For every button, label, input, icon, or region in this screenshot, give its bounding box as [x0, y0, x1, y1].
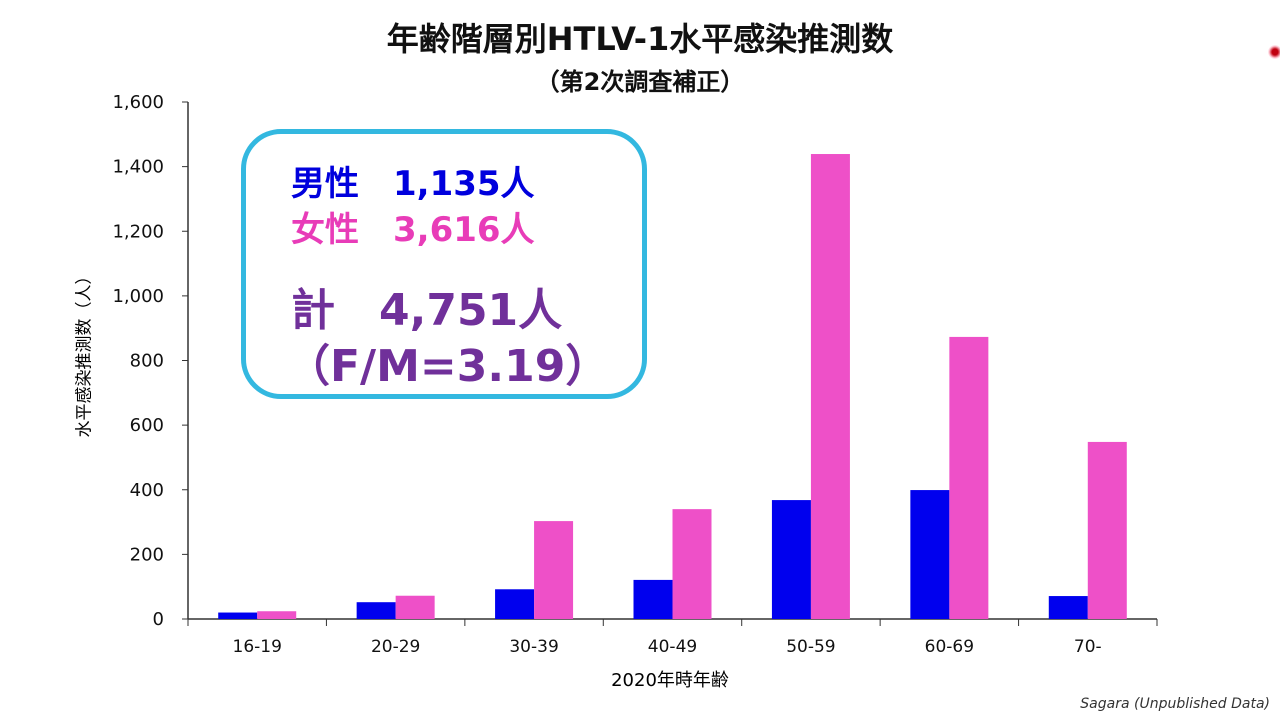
- x-tick-label: 30-39: [509, 637, 558, 657]
- x-tick-label: 70-: [1074, 637, 1102, 657]
- bar-female: [534, 521, 574, 619]
- bar-male: [633, 579, 673, 619]
- y-tick-label: 1,000: [112, 286, 164, 307]
- y-tick-label: 800: [130, 351, 164, 372]
- source-note: Sagara (Unpublished Data): [1080, 696, 1270, 712]
- x-tick-label: 50-59: [786, 637, 835, 657]
- y-tick-label: 1,200: [112, 221, 164, 242]
- bar-male: [356, 602, 396, 619]
- summary-box: 男性 1,135人 女性 3,616人 計 4,751人 （F/M=3.19）: [241, 129, 647, 399]
- bar-female: [1087, 441, 1127, 619]
- y-tick-label: 600: [130, 415, 164, 436]
- bar-male: [1048, 596, 1088, 619]
- x-axis-label: 2020年時年齢: [611, 670, 729, 691]
- bar-female: [257, 611, 297, 619]
- grand-total: 計 4,751人: [291, 285, 563, 336]
- bar-female: [810, 154, 850, 619]
- y-tick-label: 400: [130, 480, 164, 501]
- bar-male: [218, 612, 258, 619]
- y-axis-label: 水平感染推測数（人）: [74, 267, 95, 438]
- bar-male: [910, 490, 950, 619]
- bar-female: [672, 509, 712, 619]
- laser-pointer-dot: [1268, 45, 1280, 59]
- bar-male: [771, 500, 811, 619]
- y-tick-label: 1,400: [112, 157, 164, 178]
- x-tick-label: 60-69: [925, 637, 974, 657]
- female-total: 女性 3,616人: [291, 210, 535, 250]
- y-tick-label: 200: [130, 544, 164, 565]
- chart-subtitle: （第2次調査補正）: [535, 68, 745, 96]
- bar-female: [395, 595, 435, 619]
- x-tick-label: 16-19: [233, 637, 282, 657]
- chart-title: 年齢階層別HTLV-1水平感染推測数: [386, 20, 894, 58]
- bar-female: [949, 336, 989, 619]
- bar-male: [495, 589, 535, 619]
- x-tick-label: 20-29: [371, 637, 420, 657]
- x-tick-label: 40-49: [648, 637, 697, 657]
- fm-ratio: （F/M=3.19）: [286, 341, 610, 392]
- y-tick-label: 1,600: [112, 92, 164, 113]
- y-tick-label: 0: [153, 609, 164, 630]
- male-total: 男性 1,135人: [291, 164, 535, 204]
